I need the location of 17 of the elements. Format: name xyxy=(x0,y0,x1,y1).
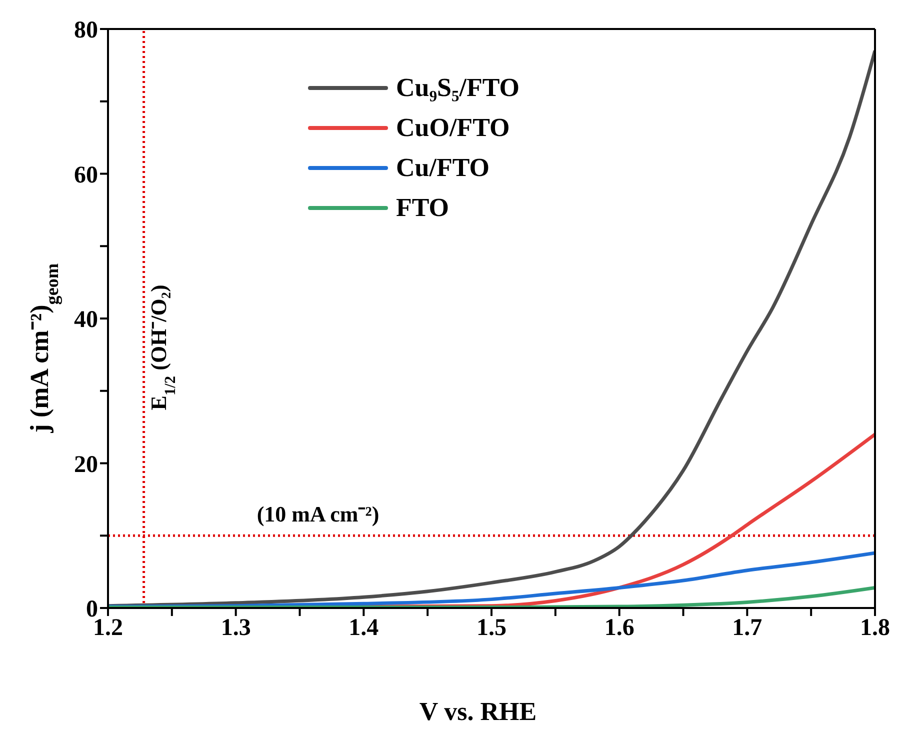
legend-label: Cu₉S₅/FTO xyxy=(396,73,520,103)
x-tick-label: 1.4 xyxy=(348,615,379,642)
y-tick-label: 80 xyxy=(74,18,98,44)
legend-label: Cu/FTO xyxy=(396,153,490,183)
ref-line-label: (10 mA cm⁻²) xyxy=(256,502,380,527)
legend-label: FTO xyxy=(396,193,449,223)
x-tick-label: 1.2 xyxy=(93,615,123,642)
y-tick-label: 40 xyxy=(74,307,98,334)
x-axis-title: V vs. RHE xyxy=(419,697,537,726)
legend-label: CuO/FTO xyxy=(396,113,510,143)
y-tick-label: 60 xyxy=(74,162,98,188)
x-tick-label: 1.6 xyxy=(604,615,634,642)
y-tick-label: 20 xyxy=(74,452,98,478)
x-tick-label: 1.8 xyxy=(860,615,890,642)
x-tick-label: 1.3 xyxy=(220,615,251,642)
x-tick-label: 1.7 xyxy=(732,615,762,642)
x-tick-label: 1.5 xyxy=(476,615,506,642)
